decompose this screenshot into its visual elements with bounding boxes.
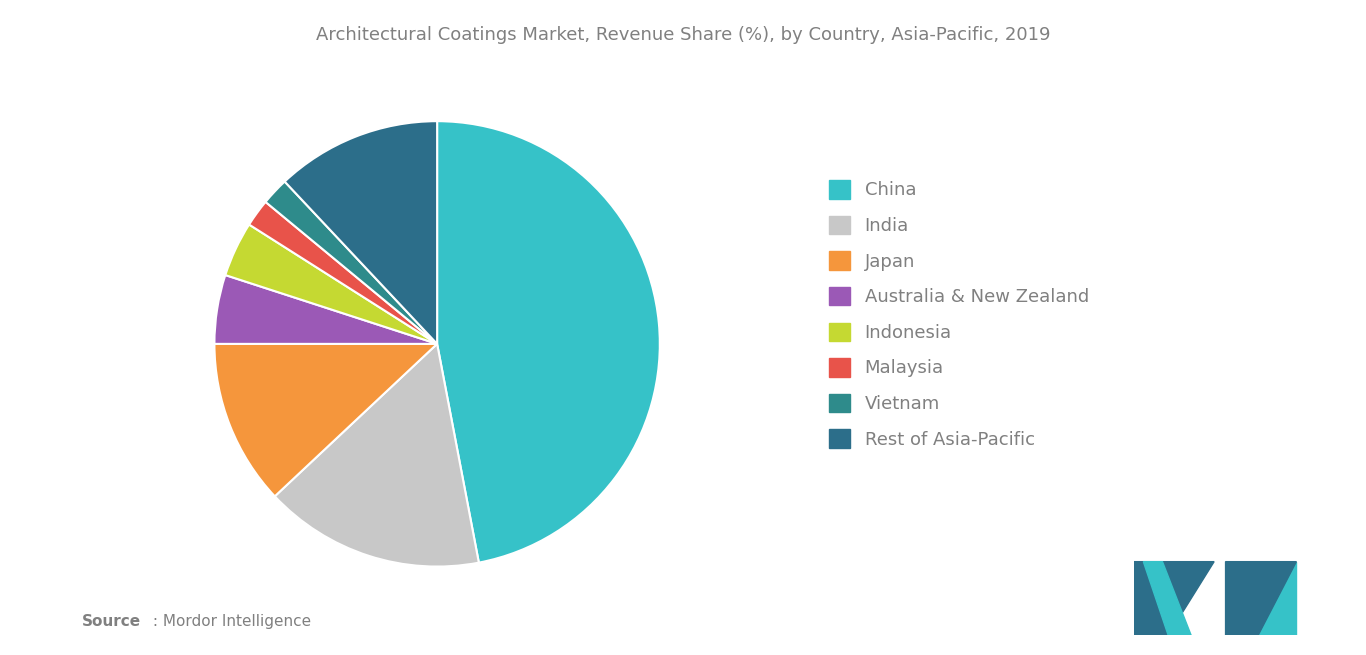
Text: : Mordor Intelligence: : Mordor Intelligence <box>148 614 310 629</box>
Wedge shape <box>214 275 437 344</box>
Polygon shape <box>1143 561 1191 635</box>
Text: Architectural Coatings Market, Revenue Share (%), by Country, Asia-Pacific, 2019: Architectural Coatings Market, Revenue S… <box>316 26 1050 44</box>
Wedge shape <box>265 181 437 344</box>
Wedge shape <box>249 202 437 344</box>
Legend: China, India, Japan, Australia & New Zealand, Indonesia, Malaysia, Vietnam, Rest: China, India, Japan, Australia & New Zea… <box>829 180 1089 449</box>
Wedge shape <box>284 121 437 344</box>
Polygon shape <box>1134 561 1214 635</box>
Wedge shape <box>225 225 437 344</box>
Wedge shape <box>437 121 660 563</box>
Text: Source: Source <box>82 614 141 629</box>
Polygon shape <box>1225 561 1296 635</box>
Polygon shape <box>1225 561 1296 635</box>
Wedge shape <box>214 344 437 496</box>
Wedge shape <box>275 344 479 567</box>
